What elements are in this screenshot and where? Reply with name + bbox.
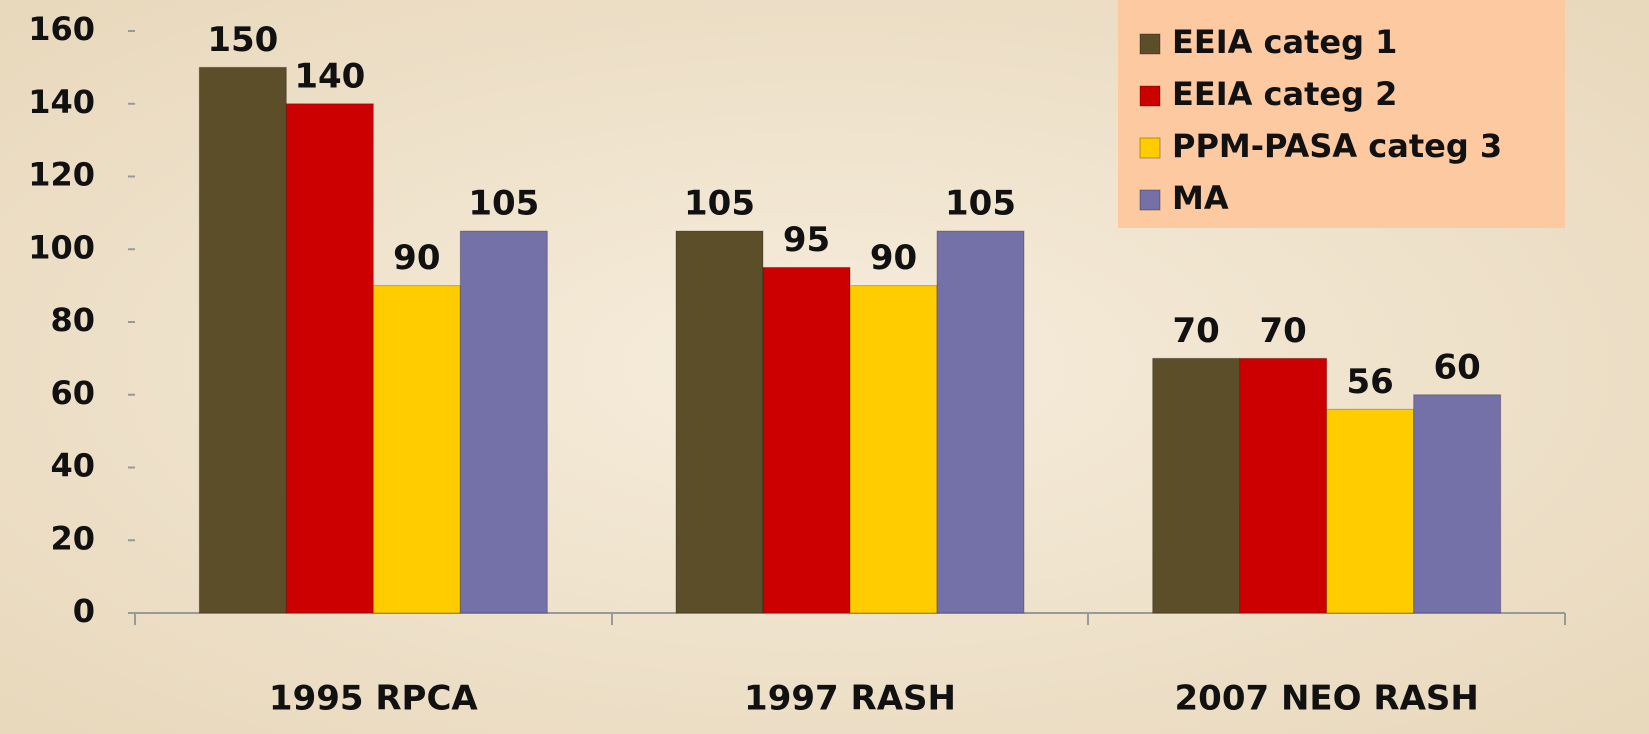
x-tick-label: 2007 NEO RASH <box>1175 679 1479 719</box>
bar <box>459 230 548 614</box>
value-label: 70 <box>1260 311 1307 351</box>
value-label: 90 <box>393 238 440 278</box>
value-label: 105 <box>684 184 755 224</box>
bar <box>1326 408 1415 614</box>
bar <box>762 266 851 614</box>
value-label: 150 <box>207 20 278 60</box>
legend-label: PPM-PASA categ 3 <box>1172 127 1502 165</box>
legend-swatch <box>1139 137 1161 159</box>
y-tick-label: 100 <box>28 228 95 266</box>
y-tick-label: 20 <box>50 519 95 557</box>
x-tick-label: 1997 RASH <box>744 679 956 719</box>
value-label: 105 <box>468 184 539 224</box>
y-tick-label: 120 <box>28 156 95 194</box>
value-label: 70 <box>1173 311 1220 351</box>
bar <box>675 230 764 614</box>
legend-swatch <box>1139 85 1161 107</box>
bar <box>936 230 1025 614</box>
legend-label: EEIA categ 2 <box>1172 75 1397 113</box>
bar <box>372 285 461 614</box>
bar <box>1152 357 1241 614</box>
y-tick-label: 60 <box>50 374 95 412</box>
value-label: 60 <box>1434 347 1481 387</box>
y-tick-label: 0 <box>73 592 95 630</box>
y-tick-label: 140 <box>28 83 95 121</box>
bar <box>198 66 287 614</box>
legend-label: EEIA categ 1 <box>1172 23 1397 61</box>
legend-label: MA <box>1172 179 1229 217</box>
x-tick-label: 1995 RPCA <box>269 679 479 719</box>
legend-box <box>1118 0 1565 228</box>
legend-swatch <box>1139 33 1161 55</box>
bar <box>849 285 938 614</box>
value-label: 105 <box>945 184 1016 224</box>
bar <box>1239 357 1328 614</box>
bar <box>1413 394 1502 614</box>
value-label: 140 <box>294 56 365 96</box>
value-label: 95 <box>783 220 830 260</box>
y-tick-label: 160 <box>28 10 95 48</box>
y-tick-label: 40 <box>50 447 95 485</box>
y-tick-label: 80 <box>50 301 95 339</box>
legend-swatch <box>1139 189 1161 211</box>
bar <box>285 103 374 614</box>
value-label: 90 <box>870 238 917 278</box>
value-label: 56 <box>1347 362 1394 402</box>
